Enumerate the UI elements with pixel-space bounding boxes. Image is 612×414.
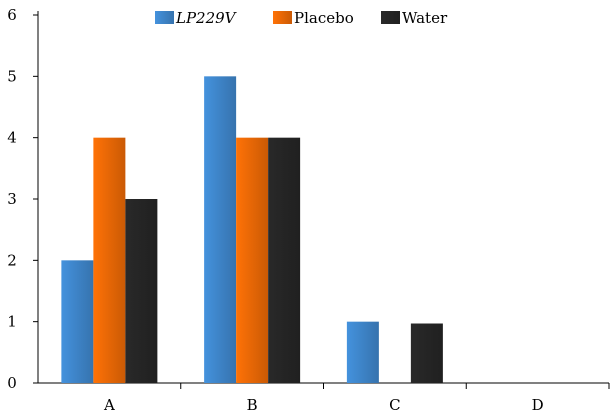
bars: [61, 76, 443, 383]
x-axis: A B C D: [38, 382, 610, 414]
bar-placebo-b: [236, 137, 269, 383]
legend: LP229V Placebo Water: [155, 9, 448, 27]
x-tick-label-b: B: [247, 396, 258, 414]
bar-lp229v-a: [61, 260, 94, 383]
x-tick-label-c: C: [389, 396, 400, 414]
legend-swatch-placebo: [273, 11, 292, 24]
legend-swatch-lp229v: [155, 11, 174, 24]
y-tick-label: 4: [7, 129, 17, 147]
y-tick-label: 2: [7, 251, 17, 269]
x-tick-label-d: D: [532, 396, 544, 414]
bar-lp229v-c: [346, 321, 379, 383]
bar-placebo-a: [93, 137, 126, 383]
bar-water-b: [268, 137, 301, 383]
y-tick-label: 1: [7, 313, 17, 331]
legend-swatch-water: [381, 11, 400, 24]
legend-label-placebo: Placebo: [294, 9, 354, 27]
legend-label-lp229v: LP229V: [175, 9, 238, 27]
y-tick-label: 5: [7, 67, 17, 85]
legend-label-water: Water: [402, 9, 448, 27]
y-axis: 0 1 2 3 4 5 6: [7, 6, 39, 392]
y-tick-label: 0: [7, 374, 17, 392]
y-tick-label: 3: [7, 190, 17, 208]
bar-lp229v-b: [204, 76, 237, 383]
x-tick-label-a: A: [103, 396, 115, 414]
bar-water-a: [125, 199, 158, 383]
y-tick-label: 6: [7, 6, 17, 24]
bar-water-c: [410, 323, 443, 383]
